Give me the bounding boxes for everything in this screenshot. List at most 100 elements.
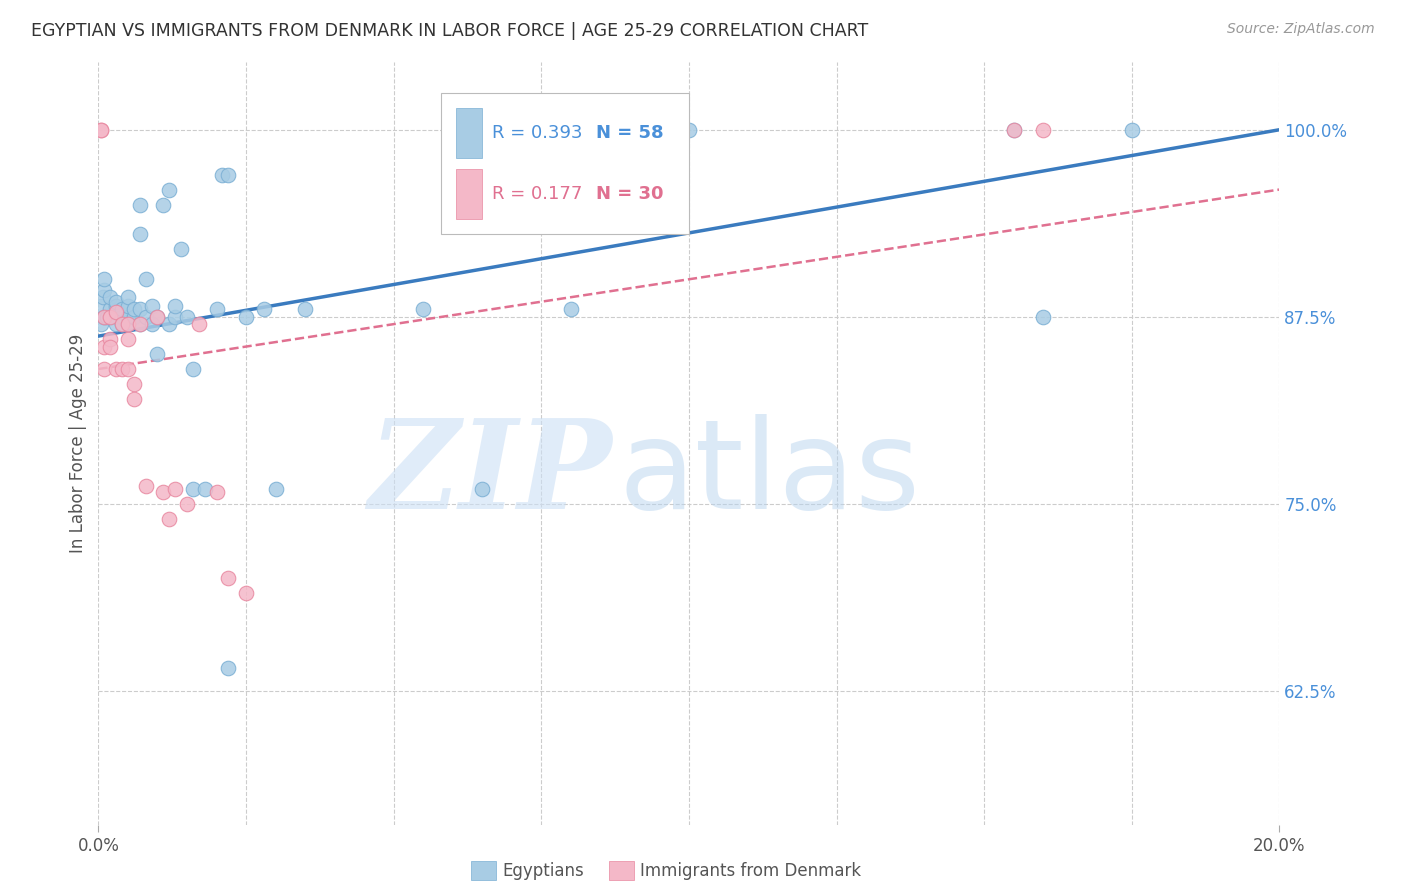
Point [111,310,134,324]
Point [93,310,115,324]
Point [253,302,276,317]
Point [165,482,187,496]
Point [235,586,257,600]
Point [105,299,128,313]
Point [111,317,134,331]
Point [98,302,121,317]
Text: Egyptians: Egyptians [502,862,583,880]
Point [117,290,139,304]
Point [217,168,239,182]
Point [122,302,145,317]
Point [235,310,257,324]
Point [1032,310,1054,324]
Point [205,484,228,499]
Point [105,310,128,324]
Point [152,484,174,499]
Point [93,283,115,297]
Point [205,302,228,317]
Point [117,317,139,331]
Point [98,290,121,304]
Text: R = 0.393: R = 0.393 [492,124,582,142]
Point [146,310,169,324]
Point [165,299,187,313]
Point [165,310,187,324]
Point [98,332,121,346]
Point [105,362,128,376]
Point [135,272,157,286]
Point [146,310,169,324]
Point [678,122,700,136]
Point [211,168,233,182]
Point [135,310,157,324]
Point [181,362,204,376]
Point [91,290,114,304]
Point [128,197,150,211]
Point [128,317,150,331]
Point [96,310,118,324]
Text: Source: ZipAtlas.com: Source: ZipAtlas.com [1227,22,1375,37]
Point [98,310,121,324]
Point [157,317,180,331]
Point [170,243,193,257]
Point [194,482,217,496]
Point [105,317,128,331]
Point [176,497,198,511]
Point [111,317,134,331]
Point [1032,122,1054,136]
Bar [457,169,482,219]
Point [157,182,180,196]
Point [90,122,112,136]
Point [117,310,139,324]
Point [1002,122,1025,136]
Y-axis label: In Labor Force | Age 25-29: In Labor Force | Age 25-29 [69,334,87,553]
Point [1121,122,1143,136]
Text: atlas: atlas [619,414,920,535]
Text: N = 58: N = 58 [596,124,664,142]
Point [117,362,139,376]
Point [471,482,494,496]
Point [90,317,112,331]
Point [141,299,163,313]
Point [412,302,434,317]
Point [90,299,112,313]
Point [187,317,209,331]
Point [294,302,316,317]
Point [157,511,180,525]
Point [117,332,139,346]
Point [135,478,157,492]
Point [105,305,128,319]
Point [141,317,163,331]
Bar [457,108,482,158]
Point [105,294,128,309]
Point [122,376,145,391]
Point [98,340,121,354]
Point [176,310,198,324]
Point [1002,122,1025,136]
Point [117,299,139,313]
FancyBboxPatch shape [441,93,689,234]
Point [122,310,145,324]
Text: Immigrants from Denmark: Immigrants from Denmark [640,862,860,880]
Point [560,302,582,317]
Point [90,122,112,136]
Point [181,482,204,496]
Point [122,392,145,406]
Point [93,272,115,286]
Point [217,571,239,585]
Point [93,340,115,354]
Text: ZIP: ZIP [368,414,612,535]
Point [111,362,134,376]
Text: EGYPTIAN VS IMMIGRANTS FROM DENMARK IN LABOR FORCE | AGE 25-29 CORRELATION CHART: EGYPTIAN VS IMMIGRANTS FROM DENMARK IN L… [31,22,868,40]
Text: R = 0.177: R = 0.177 [492,185,582,202]
Point [217,661,239,675]
Point [117,317,139,331]
Point [93,362,115,376]
Point [152,197,174,211]
Point [128,317,150,331]
Point [128,227,150,242]
Point [111,302,134,317]
Text: N = 30: N = 30 [596,185,664,202]
Point [128,302,150,317]
Point [264,482,287,496]
Point [98,310,121,324]
